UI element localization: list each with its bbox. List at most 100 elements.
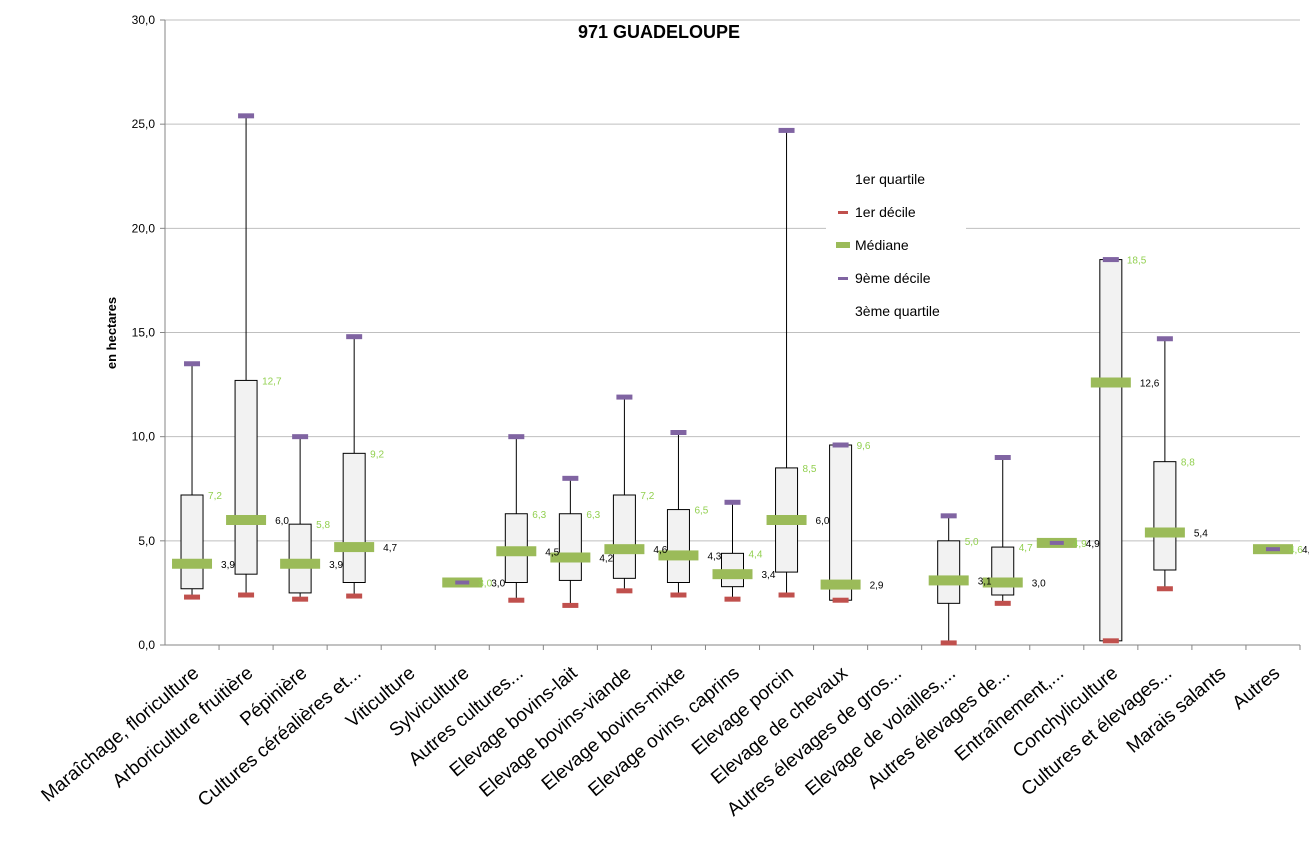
- iqr-box: [991, 546, 1015, 596]
- ninth-decile-marker: [346, 334, 363, 340]
- median-value-label: 4,5: [545, 547, 559, 558]
- y-tick-label: 10,0: [132, 430, 156, 444]
- ninth-decile-marker: [1102, 257, 1119, 263]
- ninth-decile-marker: [832, 442, 849, 448]
- legend-marker: [838, 277, 848, 280]
- y-tick-label: 20,0: [132, 221, 156, 235]
- median-value-label: 3,9: [329, 560, 343, 571]
- iqr-box: [937, 540, 961, 604]
- third-quartile-value-label: 9,6: [857, 441, 871, 452]
- median-value-label: 5,4: [1194, 529, 1208, 540]
- first-decile-marker: [346, 593, 363, 599]
- ninth-decile-marker: [616, 394, 633, 400]
- ninth-decile-marker: [994, 455, 1011, 460]
- median-marker: [766, 515, 807, 525]
- ninth-decile-marker: [292, 434, 309, 440]
- first-decile-marker: [616, 588, 633, 594]
- y-tick-label: 0,0: [138, 638, 155, 652]
- median-value-label: 12,6: [1140, 379, 1160, 390]
- third-quartile-value-label: 18,5: [1127, 256, 1147, 267]
- median-value-label: 3,0: [491, 579, 505, 590]
- third-quartile-value-label: 6,3: [586, 510, 600, 521]
- iqr-box: [829, 444, 853, 601]
- third-quartile-value-label: 4,9: [1073, 539, 1087, 550]
- median-value-label: 3,1: [978, 576, 992, 587]
- ninth-decile-marker: [184, 361, 201, 367]
- third-quartile-value-label: 7,2: [640, 491, 654, 502]
- legend: 1er quartile 1er décile Médiane 9ème décile…: [826, 160, 966, 328]
- median-marker: [982, 577, 1023, 588]
- first-decile-marker: [940, 640, 957, 646]
- ninth-decile-marker: [508, 434, 525, 440]
- iqr-box: [234, 379, 258, 575]
- median-value-label: 4,7: [383, 543, 397, 554]
- ninth-decile-marker: [940, 513, 957, 519]
- third-quartile-value-label: 6,5: [694, 506, 708, 517]
- median-marker: [928, 575, 969, 586]
- iqr-box: [1153, 461, 1177, 571]
- legend-label: 1er décile: [855, 204, 916, 220]
- first-decile-marker: [508, 597, 525, 603]
- iqr-box: [342, 452, 366, 584]
- third-quartile-value-label: 5,0: [965, 537, 979, 548]
- first-decile-marker: [670, 592, 687, 598]
- median-value-label: 4,6: [653, 545, 667, 556]
- ninth-decile-marker: [1156, 336, 1173, 342]
- median-value-label: 6,0: [816, 516, 830, 527]
- y-tick-label: 5,0: [138, 534, 155, 548]
- boxes: [172, 113, 1293, 646]
- data-labels: 3,97,26,012,73,95,84,79,23,03,04,56,34,2…: [208, 256, 1309, 592]
- ninth-decile-marker: [670, 430, 687, 435]
- first-decile-marker: [778, 592, 795, 598]
- median-marker: [1144, 527, 1185, 538]
- median-marker: [604, 544, 645, 555]
- y-axis-label: en hectares: [104, 297, 119, 369]
- gridlines: [165, 19, 1300, 542]
- third-quartile-value-label: 8,8: [1181, 458, 1195, 469]
- third-quartile-value-label: 8,5: [803, 464, 817, 475]
- first-decile-marker: [184, 594, 201, 600]
- third-quartile-value-label: 4,4: [749, 549, 763, 560]
- median-value-label: 4,3: [707, 551, 721, 562]
- x-tick-label: Marais salants: [1123, 663, 1230, 758]
- first-decile-marker: [238, 592, 255, 598]
- median-value-label: 4,9: [1086, 539, 1100, 550]
- median-value-label: 2,9: [870, 581, 884, 592]
- first-decile-marker: [292, 596, 309, 602]
- first-decile-marker: [1156, 586, 1173, 592]
- median-marker: [712, 569, 753, 580]
- third-quartile-value-label: 6,3: [532, 510, 546, 521]
- iqr-box: [612, 494, 636, 579]
- ninth-decile-marker: [724, 499, 741, 505]
- iqr-box: [1099, 259, 1123, 642]
- median-marker: [1090, 377, 1131, 388]
- legend-marker: [838, 211, 848, 214]
- third-quartile-value-label: 5,8: [316, 520, 330, 531]
- median-marker: [226, 515, 267, 525]
- legend-label: 3ème quartile: [855, 303, 940, 319]
- median-value-label: 3,0: [1032, 579, 1046, 590]
- first-decile-marker: [1102, 638, 1119, 644]
- first-decile-marker: [832, 597, 849, 603]
- legend-label: Médiane: [855, 237, 909, 253]
- ninth-decile-marker: [778, 127, 795, 133]
- iqr-box: [558, 513, 582, 581]
- median-value-label: 6,0: [275, 516, 289, 527]
- legend-label: 1er quartile: [855, 171, 925, 187]
- iqr-box: [180, 494, 204, 590]
- median-value-label: 3,4: [762, 570, 776, 581]
- first-decile-marker: [562, 602, 579, 608]
- median-marker: [280, 558, 321, 569]
- first-decile-marker: [994, 600, 1011, 606]
- x-tick-label: Autres: [1229, 663, 1285, 714]
- iqr-box: [666, 509, 690, 584]
- median-marker: [172, 558, 213, 569]
- legend-marker: [836, 242, 850, 248]
- first-decile-marker: [724, 596, 741, 602]
- third-quartile-value-label: 7,2: [208, 491, 222, 502]
- median-marker: [550, 552, 591, 563]
- third-quartile-value-label: 3,0: [478, 579, 492, 590]
- ninth-decile-marker: [455, 580, 470, 585]
- y-tick-label: 25,0: [132, 117, 156, 131]
- third-quartile-value-label: 9,2: [370, 449, 384, 460]
